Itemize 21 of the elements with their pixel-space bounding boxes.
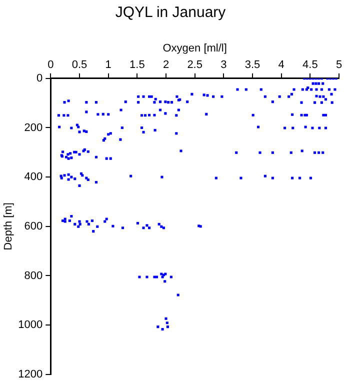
x-tick-label: 1	[105, 58, 112, 71]
y-tick-label: 400	[24, 171, 43, 184]
x-axis-title: Oxygen [ml/l]	[162, 42, 227, 55]
chart-title: JQYL in January	[115, 4, 226, 22]
x-tick-label: 3	[220, 58, 227, 71]
x-tick-label: 4.5	[302, 58, 318, 71]
x-tick-label: 2.5	[187, 58, 202, 71]
y-axis-title: Depth [m]	[2, 202, 15, 250]
y-tick-label: 1000	[18, 319, 43, 332]
x-tick-label: 0	[48, 58, 54, 71]
x-tick-label: 1.5	[130, 58, 145, 71]
y-tick-label: 200	[24, 122, 43, 134]
y-tick-label: 0	[36, 72, 43, 84]
x-tick-label: 3.5	[244, 58, 260, 71]
y-tick-label: 600	[24, 220, 43, 232]
x-tick-label: 2	[162, 58, 170, 71]
x-tick-label: 0.5	[72, 58, 88, 71]
x-tick-label: 5	[336, 58, 342, 71]
x-tick-label: 4	[278, 58, 284, 71]
y-tick-label: 800	[24, 270, 43, 282]
y-tick-label: 1200	[18, 368, 43, 380]
